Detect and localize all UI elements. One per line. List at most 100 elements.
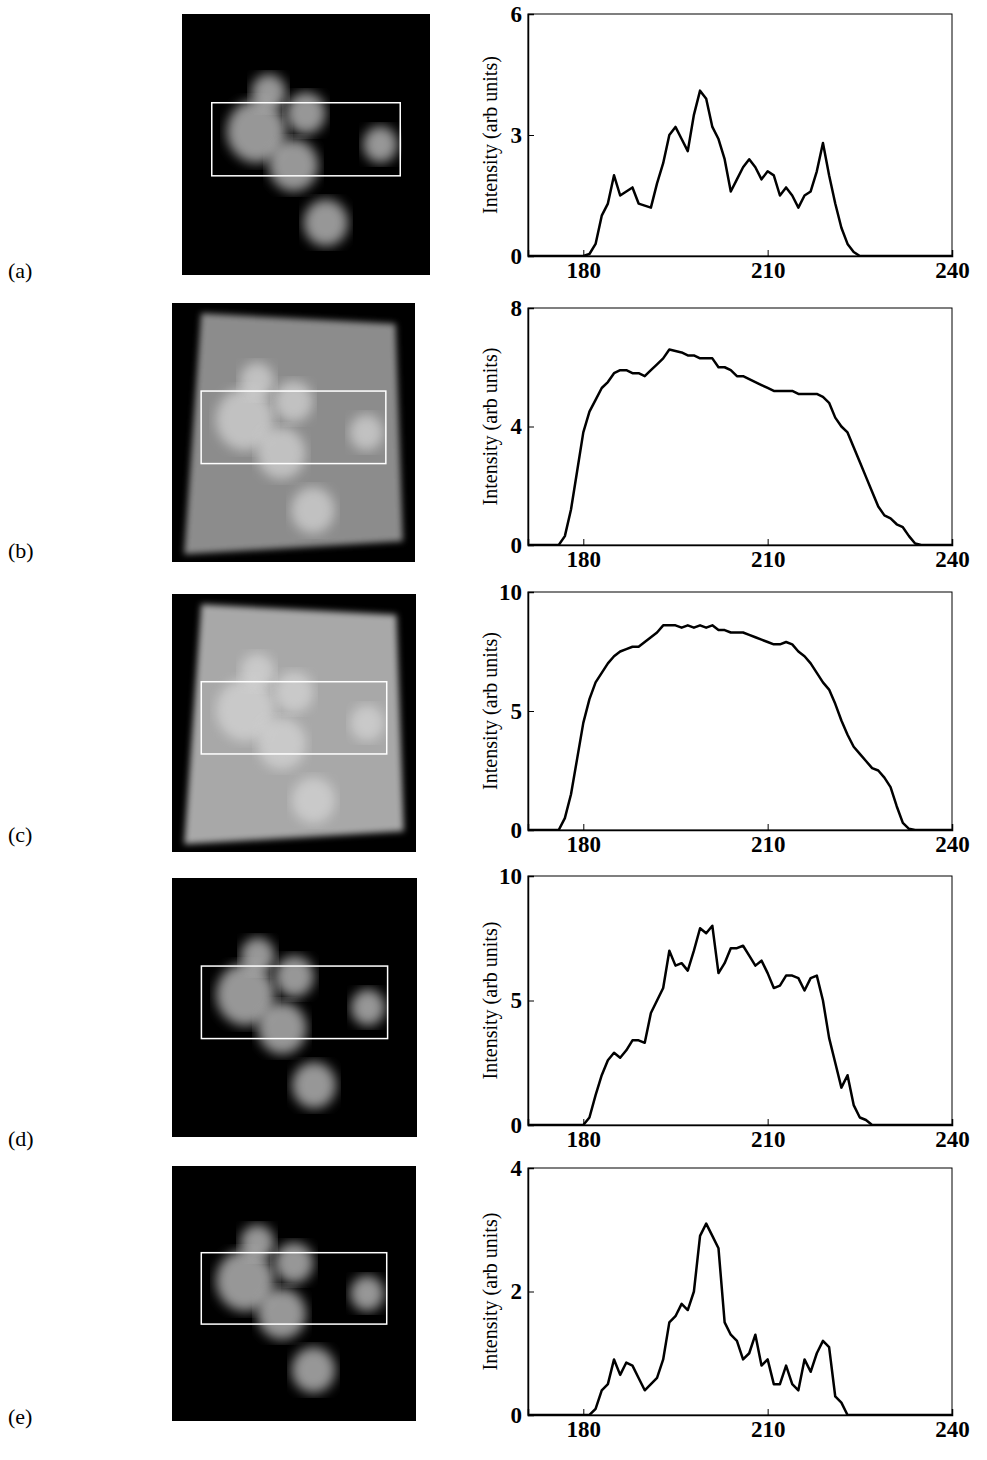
x-tick-mark <box>583 824 584 830</box>
micrograph <box>172 303 415 562</box>
y-tick-mark <box>528 256 534 257</box>
x-tick-label: 180 <box>567 547 602 572</box>
roi-box <box>201 966 387 1039</box>
image-spot <box>257 718 306 770</box>
image-spot <box>251 74 286 111</box>
y-tick-label: 4 <box>511 414 523 439</box>
y-tick: 3 <box>511 123 535 148</box>
intensity-line <box>528 625 952 830</box>
image-spot <box>304 199 349 246</box>
x-tick-label: 180 <box>567 1417 602 1442</box>
y-axis-line <box>529 309 535 546</box>
plot-frame <box>528 592 952 830</box>
x-tick-mark <box>768 250 769 256</box>
y-tick-label: 10 <box>499 864 522 889</box>
x-tick-label: 180 <box>567 258 602 283</box>
image-spot <box>350 1276 384 1312</box>
roi-box <box>212 103 400 176</box>
panel-label: (d) <box>8 1126 34 1151</box>
micrograph <box>172 1166 416 1421</box>
plot-area <box>528 91 952 256</box>
y-tick: 5 <box>511 988 535 1013</box>
y-tick-label: 6 <box>511 2 523 27</box>
panel: (d)1802102400510Intensity (arb units) <box>8 864 970 1152</box>
micrograph <box>182 14 430 275</box>
y-axis: 0 3 6 <box>511 2 535 269</box>
image-spot <box>363 126 398 163</box>
x-tick-mark <box>952 1119 953 1125</box>
y-tick-label: 4 <box>511 1156 523 1181</box>
x-tick: 180 <box>567 539 602 572</box>
y-tick-label: 5 <box>511 988 523 1013</box>
y-axis-line <box>529 15 535 257</box>
y-tick-mark <box>528 1125 534 1126</box>
image-background <box>172 594 416 852</box>
x-tick-mark <box>768 1409 769 1415</box>
plot-frame <box>528 308 952 545</box>
x-tick-label: 240 <box>935 258 970 283</box>
x-tick-label: 210 <box>751 1417 786 1442</box>
plot-area <box>528 1224 952 1415</box>
panel: (e)180210240024Intensity (arb units) <box>8 1156 970 1442</box>
x-tick-label: 210 <box>751 547 786 572</box>
y-tick: 4 <box>511 414 535 439</box>
x-axis: 180210240 <box>529 539 970 572</box>
x-tick: 210 <box>751 1409 786 1442</box>
y-tick-mark <box>528 308 534 309</box>
image-spot <box>351 989 385 1025</box>
y-tick: 10 <box>499 580 534 605</box>
panel: (c)1802102400510Intensity (arb units) <box>8 580 970 857</box>
y-tick-label: 0 <box>511 244 523 269</box>
y-tick-label: 0 <box>511 533 523 558</box>
image-spot <box>291 487 335 534</box>
y-axis-title: Intensity (arb units) <box>479 348 502 506</box>
image-spot <box>292 1062 336 1109</box>
x-tick-label: 210 <box>751 832 786 857</box>
image-background <box>172 878 417 1137</box>
x-axis: 180210240 <box>529 824 970 857</box>
x-tick-mark <box>768 1119 769 1125</box>
image-spot <box>274 671 313 712</box>
y-tick-mark <box>528 876 534 877</box>
image-spot <box>258 1002 307 1054</box>
plot-frame <box>528 1168 952 1415</box>
x-tick-mark <box>952 539 953 545</box>
y-tick: 0 <box>511 533 535 558</box>
micrograph <box>172 878 417 1137</box>
y-tick-mark <box>528 1168 534 1169</box>
image-spot <box>286 92 326 134</box>
intensity-line <box>528 1224 952 1415</box>
intensity-line <box>528 926 952 1125</box>
y-axis: 0510 <box>499 864 534 1138</box>
y-tick-mark <box>528 1415 534 1416</box>
image-background <box>172 1166 416 1421</box>
image-spot <box>240 363 274 399</box>
y-tick-label: 2 <box>511 1279 523 1304</box>
y-axis-title: Intensity (arb units) <box>479 56 502 214</box>
y-axis-line <box>529 593 535 831</box>
image-spot <box>241 938 275 974</box>
y-tick-mark <box>528 1001 534 1002</box>
y-tick-label: 10 <box>499 580 522 605</box>
x-axis-line <box>529 824 953 831</box>
y-tick-mark <box>528 711 534 712</box>
image-spot <box>257 427 306 479</box>
image-region <box>184 313 403 554</box>
x-tick-label: 210 <box>751 1127 786 1152</box>
x-tick: 210 <box>751 539 786 572</box>
panel-label: (b) <box>8 538 34 563</box>
image-background <box>172 303 415 562</box>
y-tick-label: 0 <box>511 1403 523 1428</box>
plot-frame <box>528 14 952 256</box>
y-axis-line <box>529 877 535 1126</box>
y-axis-line <box>529 1169 535 1416</box>
y-tick-mark <box>528 545 534 546</box>
y-tick: 4 <box>511 1156 535 1181</box>
panel: (a)180210240036Intensity (arb units) <box>8 2 970 283</box>
x-tick-label: 240 <box>935 832 970 857</box>
y-axis: 0 2 4 <box>511 1156 535 1428</box>
image-spot <box>240 1225 274 1261</box>
image-spot <box>274 381 313 422</box>
y-tick-label: 5 <box>511 699 523 724</box>
y-tick-label: 3 <box>511 123 523 148</box>
